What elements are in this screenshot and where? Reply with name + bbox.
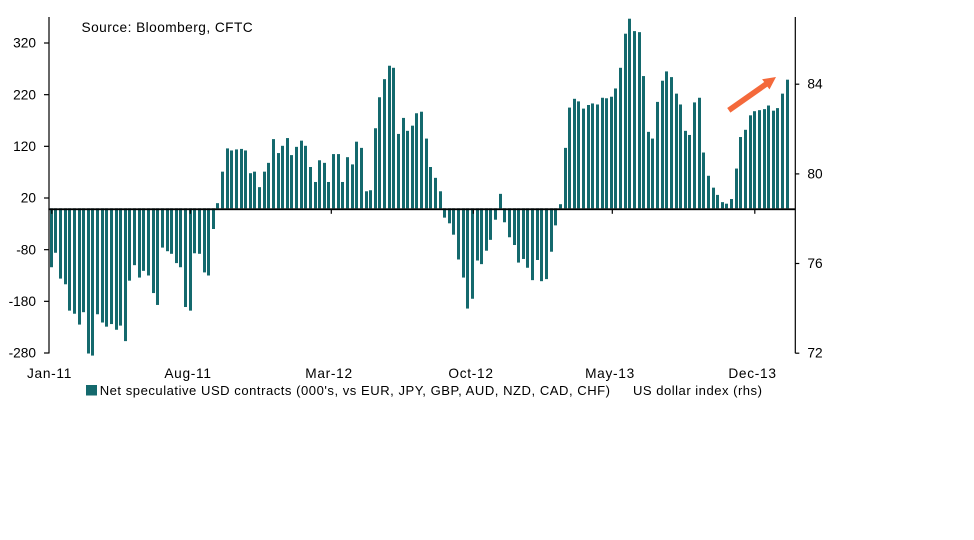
svg-text:Mar-12: Mar-12 [305, 366, 353, 381]
svg-text:-280: -280 [9, 346, 37, 361]
svg-text:Source: Bloomberg, CFTC: Source: Bloomberg, CFTC [82, 20, 254, 35]
svg-text:320: 320 [13, 36, 36, 51]
svg-text:20: 20 [21, 191, 37, 206]
svg-text:220: 220 [13, 87, 36, 102]
svg-text:May-13: May-13 [585, 366, 635, 381]
svg-text:120: 120 [13, 139, 36, 154]
svg-text:Net speculative USD contracts: Net speculative USD contracts (000's, vs… [100, 383, 611, 398]
svg-text:Oct-12: Oct-12 [448, 366, 493, 381]
svg-text:84: 84 [807, 77, 823, 92]
svg-text:Aug-11: Aug-11 [164, 366, 211, 381]
svg-text:80: 80 [807, 166, 823, 181]
svg-text:Jan-11: Jan-11 [27, 366, 72, 381]
svg-text:-180: -180 [9, 294, 37, 309]
svg-text:US dollar index (rhs): US dollar index (rhs) [633, 383, 762, 398]
svg-text:-80: -80 [16, 242, 36, 257]
svg-text:Dec-13: Dec-13 [728, 366, 776, 381]
svg-text:72: 72 [807, 346, 822, 361]
svg-text:76: 76 [807, 256, 823, 271]
